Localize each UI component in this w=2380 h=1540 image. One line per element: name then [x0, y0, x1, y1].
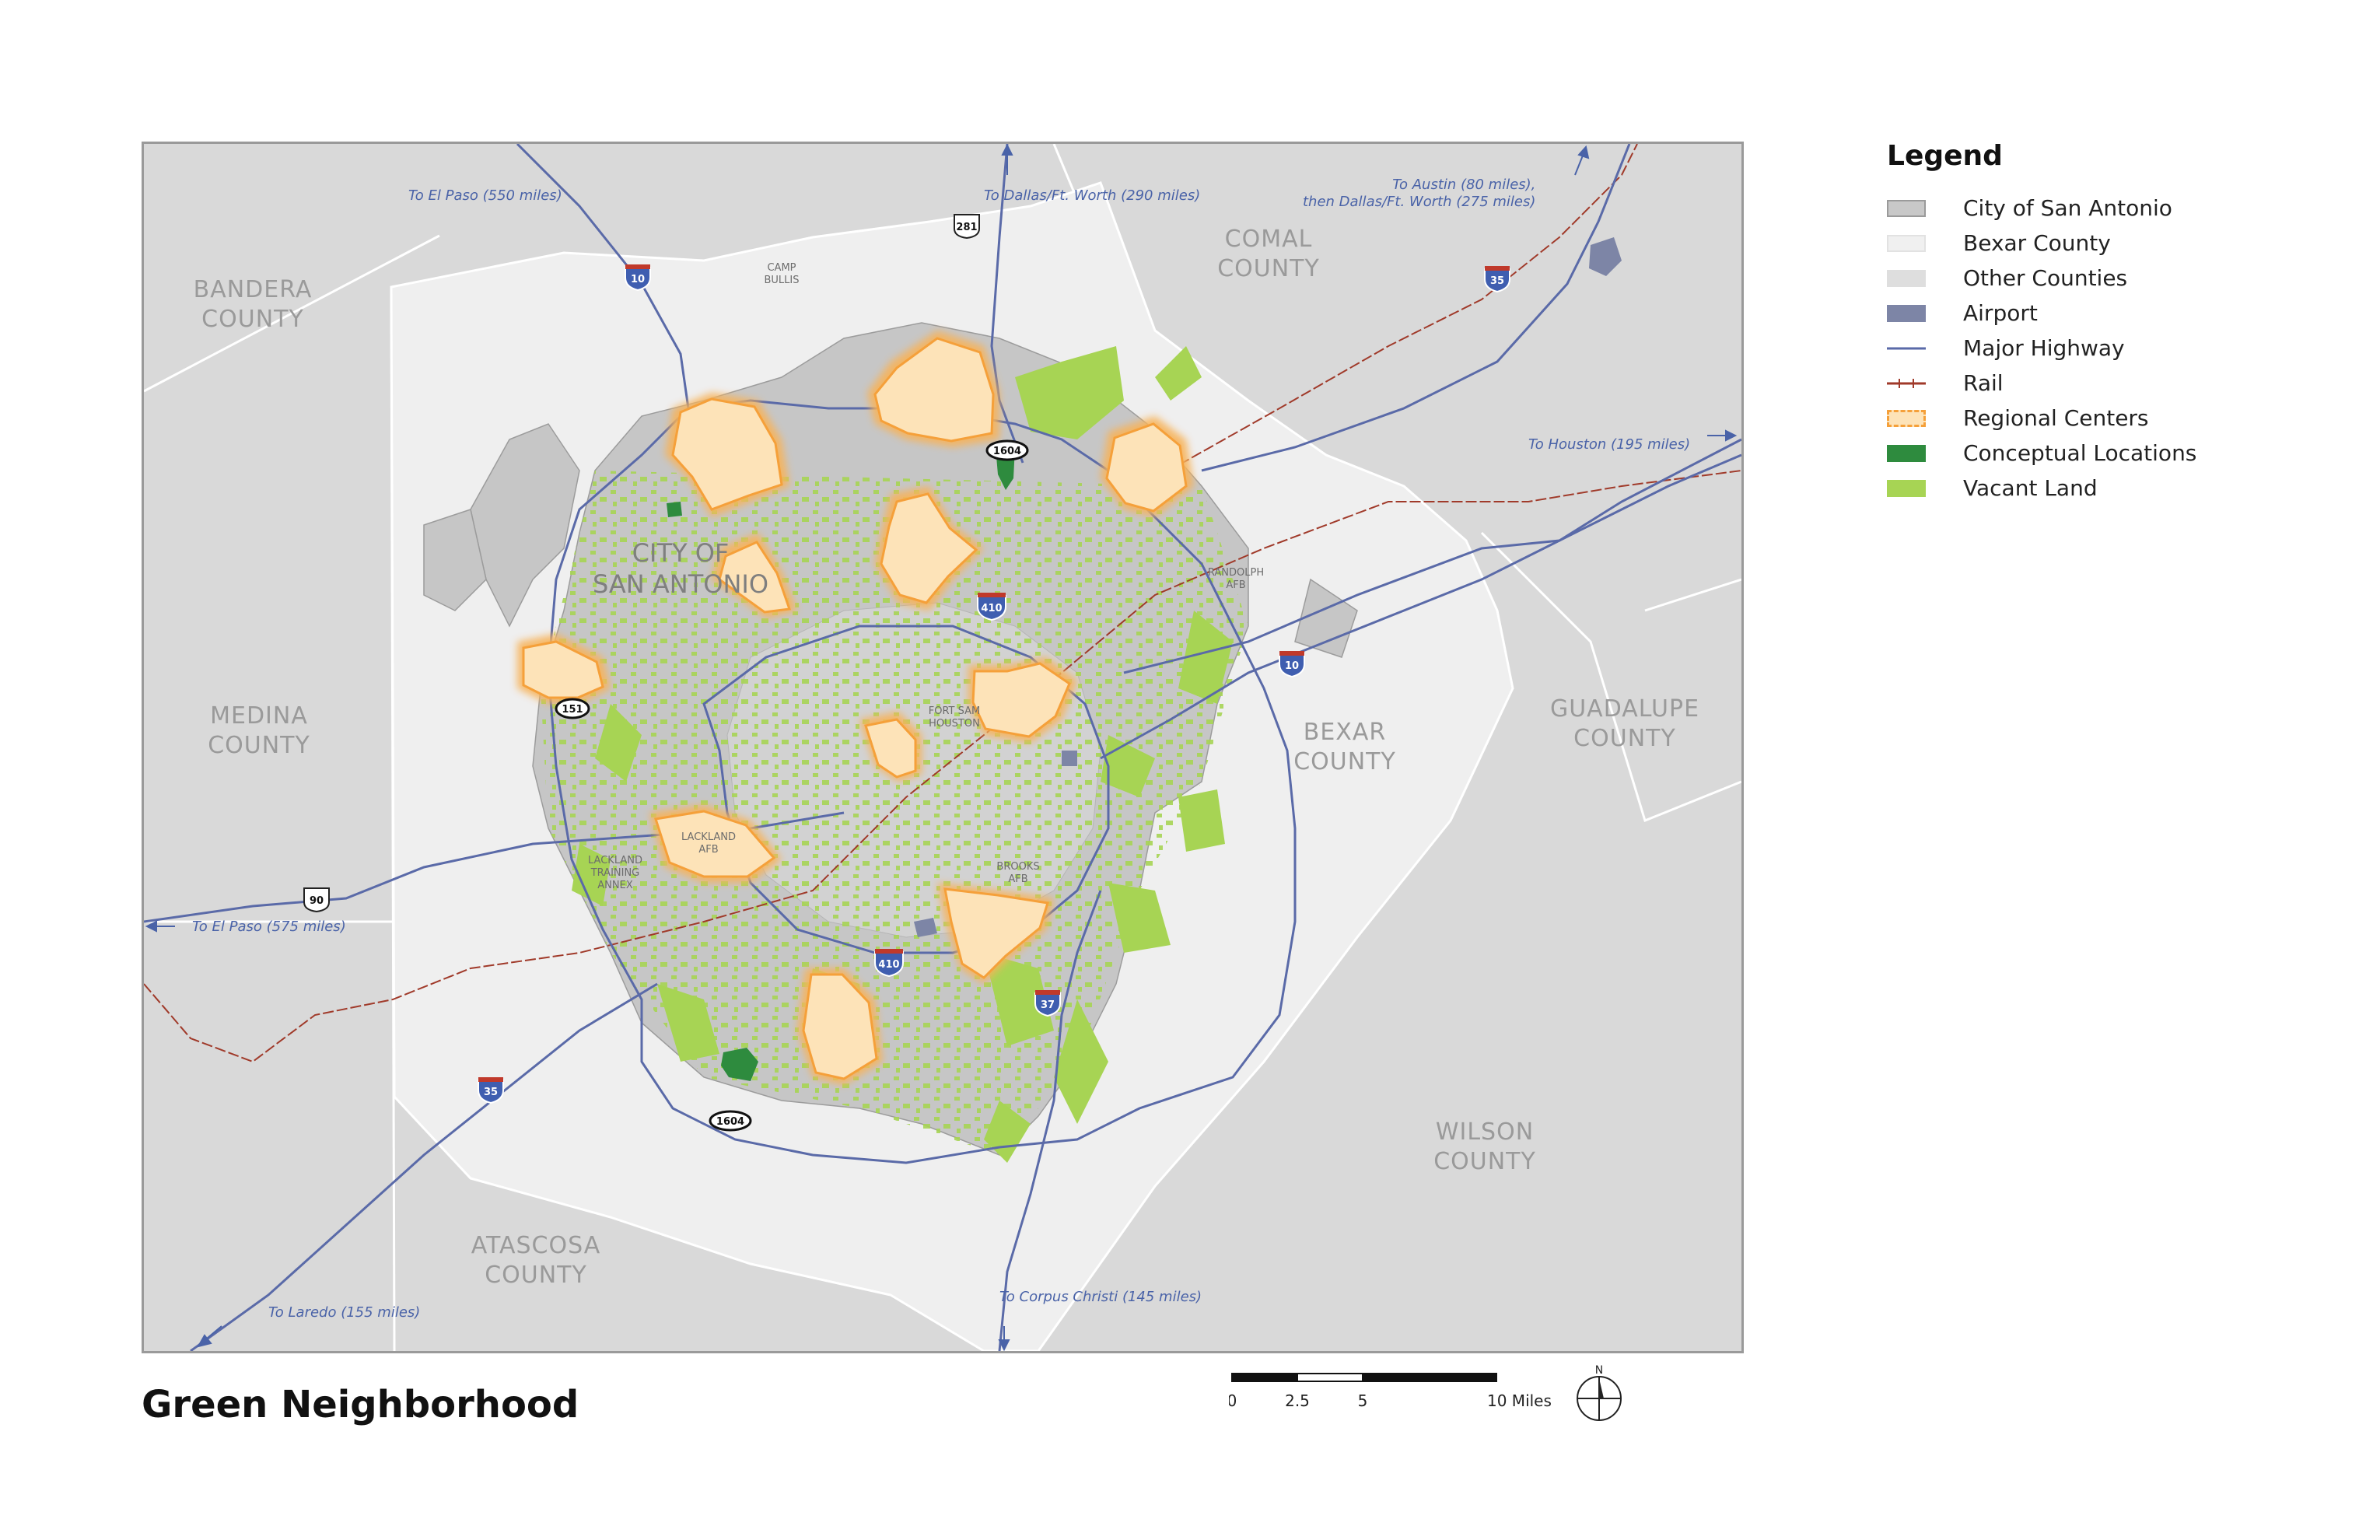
svg-text:410: 410 — [981, 603, 1002, 614]
legend-item: Regional Centers — [1887, 401, 2291, 436]
map-title: Green Neighborhood — [142, 1383, 579, 1426]
legend-swatch — [1887, 409, 1926, 427]
scale-tick-0: 0 — [1229, 1391, 1237, 1410]
direction-austin: To Austin (80 miles), then Dallas/Ft. Wo… — [1303, 177, 1536, 210]
legend-items: City of San Antonio Bexar County Other Cou… — [1887, 191, 2291, 506]
svg-text:35: 35 — [1490, 275, 1504, 287]
legend-label: Rail — [1963, 370, 2004, 396]
svg-text:151: 151 — [562, 704, 583, 716]
place-camp-bullis: CAMP BULLIS — [764, 262, 800, 286]
svg-text:281: 281 — [956, 222, 977, 233]
legend-label: Conceptual Locations — [1963, 440, 2197, 466]
legend-swatch — [1887, 234, 1926, 252]
legend-swatch — [1887, 479, 1926, 497]
map-frame[interactable]: BANDERA COUNTY COMAL COUNTY MEDINA COUNT… — [142, 142, 1744, 1353]
interstate-shield-i35-north: 35 — [1484, 266, 1510, 293]
county-label-bexar: BEXAR COUNTY — [1293, 719, 1396, 775]
rail-lines — [144, 144, 1741, 1063]
county-label-comal: COMAL COUNTY — [1217, 226, 1320, 282]
legend-item: Rail — [1887, 366, 2291, 401]
interstate-shield-i35-south: 35 — [478, 1077, 504, 1104]
svg-text:35: 35 — [484, 1087, 498, 1098]
legend-item: Vacant Land — [1887, 471, 2291, 506]
direction-arrows — [145, 144, 1738, 1351]
direction-dallas: To Dallas/Ft. Worth (290 miles) — [984, 187, 1201, 204]
place-lackland-training-annex: LACKLAND TRAINING ANNEX — [588, 855, 642, 891]
legend-label: Major Highway — [1963, 335, 2125, 361]
place-randolph-afb: RANDOLPH AFB — [1207, 567, 1265, 591]
state-shield-151: 151 — [555, 698, 590, 719]
legend-item: Other Counties — [1887, 261, 2291, 296]
legend-item: Major Highway — [1887, 331, 2291, 366]
legend-item: Conceptual Locations — [1887, 436, 2291, 471]
north-label: N — [1595, 1364, 1603, 1377]
place-brooks-afb: BROOKS AFB — [996, 861, 1040, 885]
legend-label: Other Counties — [1963, 265, 2128, 291]
legend-item: City of San Antonio — [1887, 191, 2291, 226]
place-fort-sam-houston: FORT SAM HOUSTON — [928, 705, 981, 730]
scale-tick-10-miles: 10 Miles — [1487, 1391, 1552, 1410]
svg-text:10: 10 — [631, 274, 645, 285]
interstate-shield-i10-north: 10 — [625, 264, 651, 292]
legend-label: Regional Centers — [1963, 405, 2149, 431]
airports — [914, 237, 1622, 937]
legend-swatch — [1887, 199, 1926, 217]
legend-swatch — [1887, 444, 1926, 462]
direction-laredo: To Laredo (155 miles) — [268, 1304, 421, 1321]
loop-shield-1604-south: 1604 — [709, 1110, 752, 1132]
interstate-shield-i10-east: 10 — [1279, 651, 1305, 678]
legend-label: Bexar County — [1963, 230, 2111, 256]
svg-text:90: 90 — [310, 895, 324, 907]
scale-tick-2-5: 2.5 — [1285, 1391, 1310, 1410]
direction-el-paso-west: To El Paso (575 miles) — [192, 919, 346, 935]
county-label-medina: MEDINA COUNTY — [208, 702, 310, 759]
scale-tick-5: 5 — [1358, 1391, 1368, 1410]
county-label-wilson: WILSON COUNTY — [1433, 1118, 1536, 1175]
legend: Legend City of San Antonio Bexar County Ot… — [1887, 140, 2291, 506]
county-label-bandera: BANDERA COUNTY — [193, 276, 313, 333]
legend-item: Bexar County — [1887, 226, 2291, 261]
interstate-shield-i37: 37 — [1034, 990, 1061, 1017]
legend-label: City of San Antonio — [1963, 195, 2172, 221]
svg-text:37: 37 — [1041, 999, 1055, 1011]
legend-swatch — [1887, 304, 1926, 322]
svg-text:410: 410 — [878, 959, 899, 971]
svg-text:10: 10 — [1285, 660, 1299, 672]
scale-bar: 0 2.5 5 10 Miles — [1229, 1373, 1552, 1410]
north-arrow-icon: N — [1577, 1364, 1622, 1421]
legend-title: Legend — [1887, 140, 2003, 172]
loop-shield-1604-north: 1604 — [985, 439, 1029, 461]
legend-item: Airport — [1887, 296, 2291, 331]
county-label-guadalupe: GUADALUPE COUNTY — [1549, 695, 1700, 752]
interstate-shield-i410-south: 410 — [874, 949, 904, 978]
legend-label: Vacant Land — [1963, 475, 2098, 501]
direction-corpus-christi: To Corpus Christi (145 miles) — [999, 1289, 1202, 1305]
us-shield-281: 281 — [954, 214, 980, 240]
interstate-shield-i410-north: 410 — [977, 593, 1006, 621]
regional-centers — [522, 337, 1188, 1080]
legend-swatch — [1887, 340, 1926, 357]
county-label-atascosa: ATASCOSA COUNTY — [471, 1232, 601, 1289]
legend-swatch — [1887, 375, 1926, 392]
place-lackland-afb: LACKLAND AFB — [681, 831, 736, 856]
us-shield-90: 90 — [303, 887, 330, 913]
legend-label: Airport — [1963, 300, 2038, 326]
city-label-san-antonio: CITY OF SAN ANTONIO — [592, 538, 769, 599]
vacant-land-scatter — [541, 471, 1248, 1155]
svg-text:1604: 1604 — [716, 1116, 744, 1128]
legend-swatch — [1887, 269, 1926, 287]
map-canvas — [144, 144, 1741, 1351]
direction-el-paso-north: To El Paso (550 miles) — [408, 187, 562, 204]
svg-text:1604: 1604 — [993, 446, 1021, 457]
direction-houston: To Houston (195 miles) — [1528, 436, 1691, 453]
